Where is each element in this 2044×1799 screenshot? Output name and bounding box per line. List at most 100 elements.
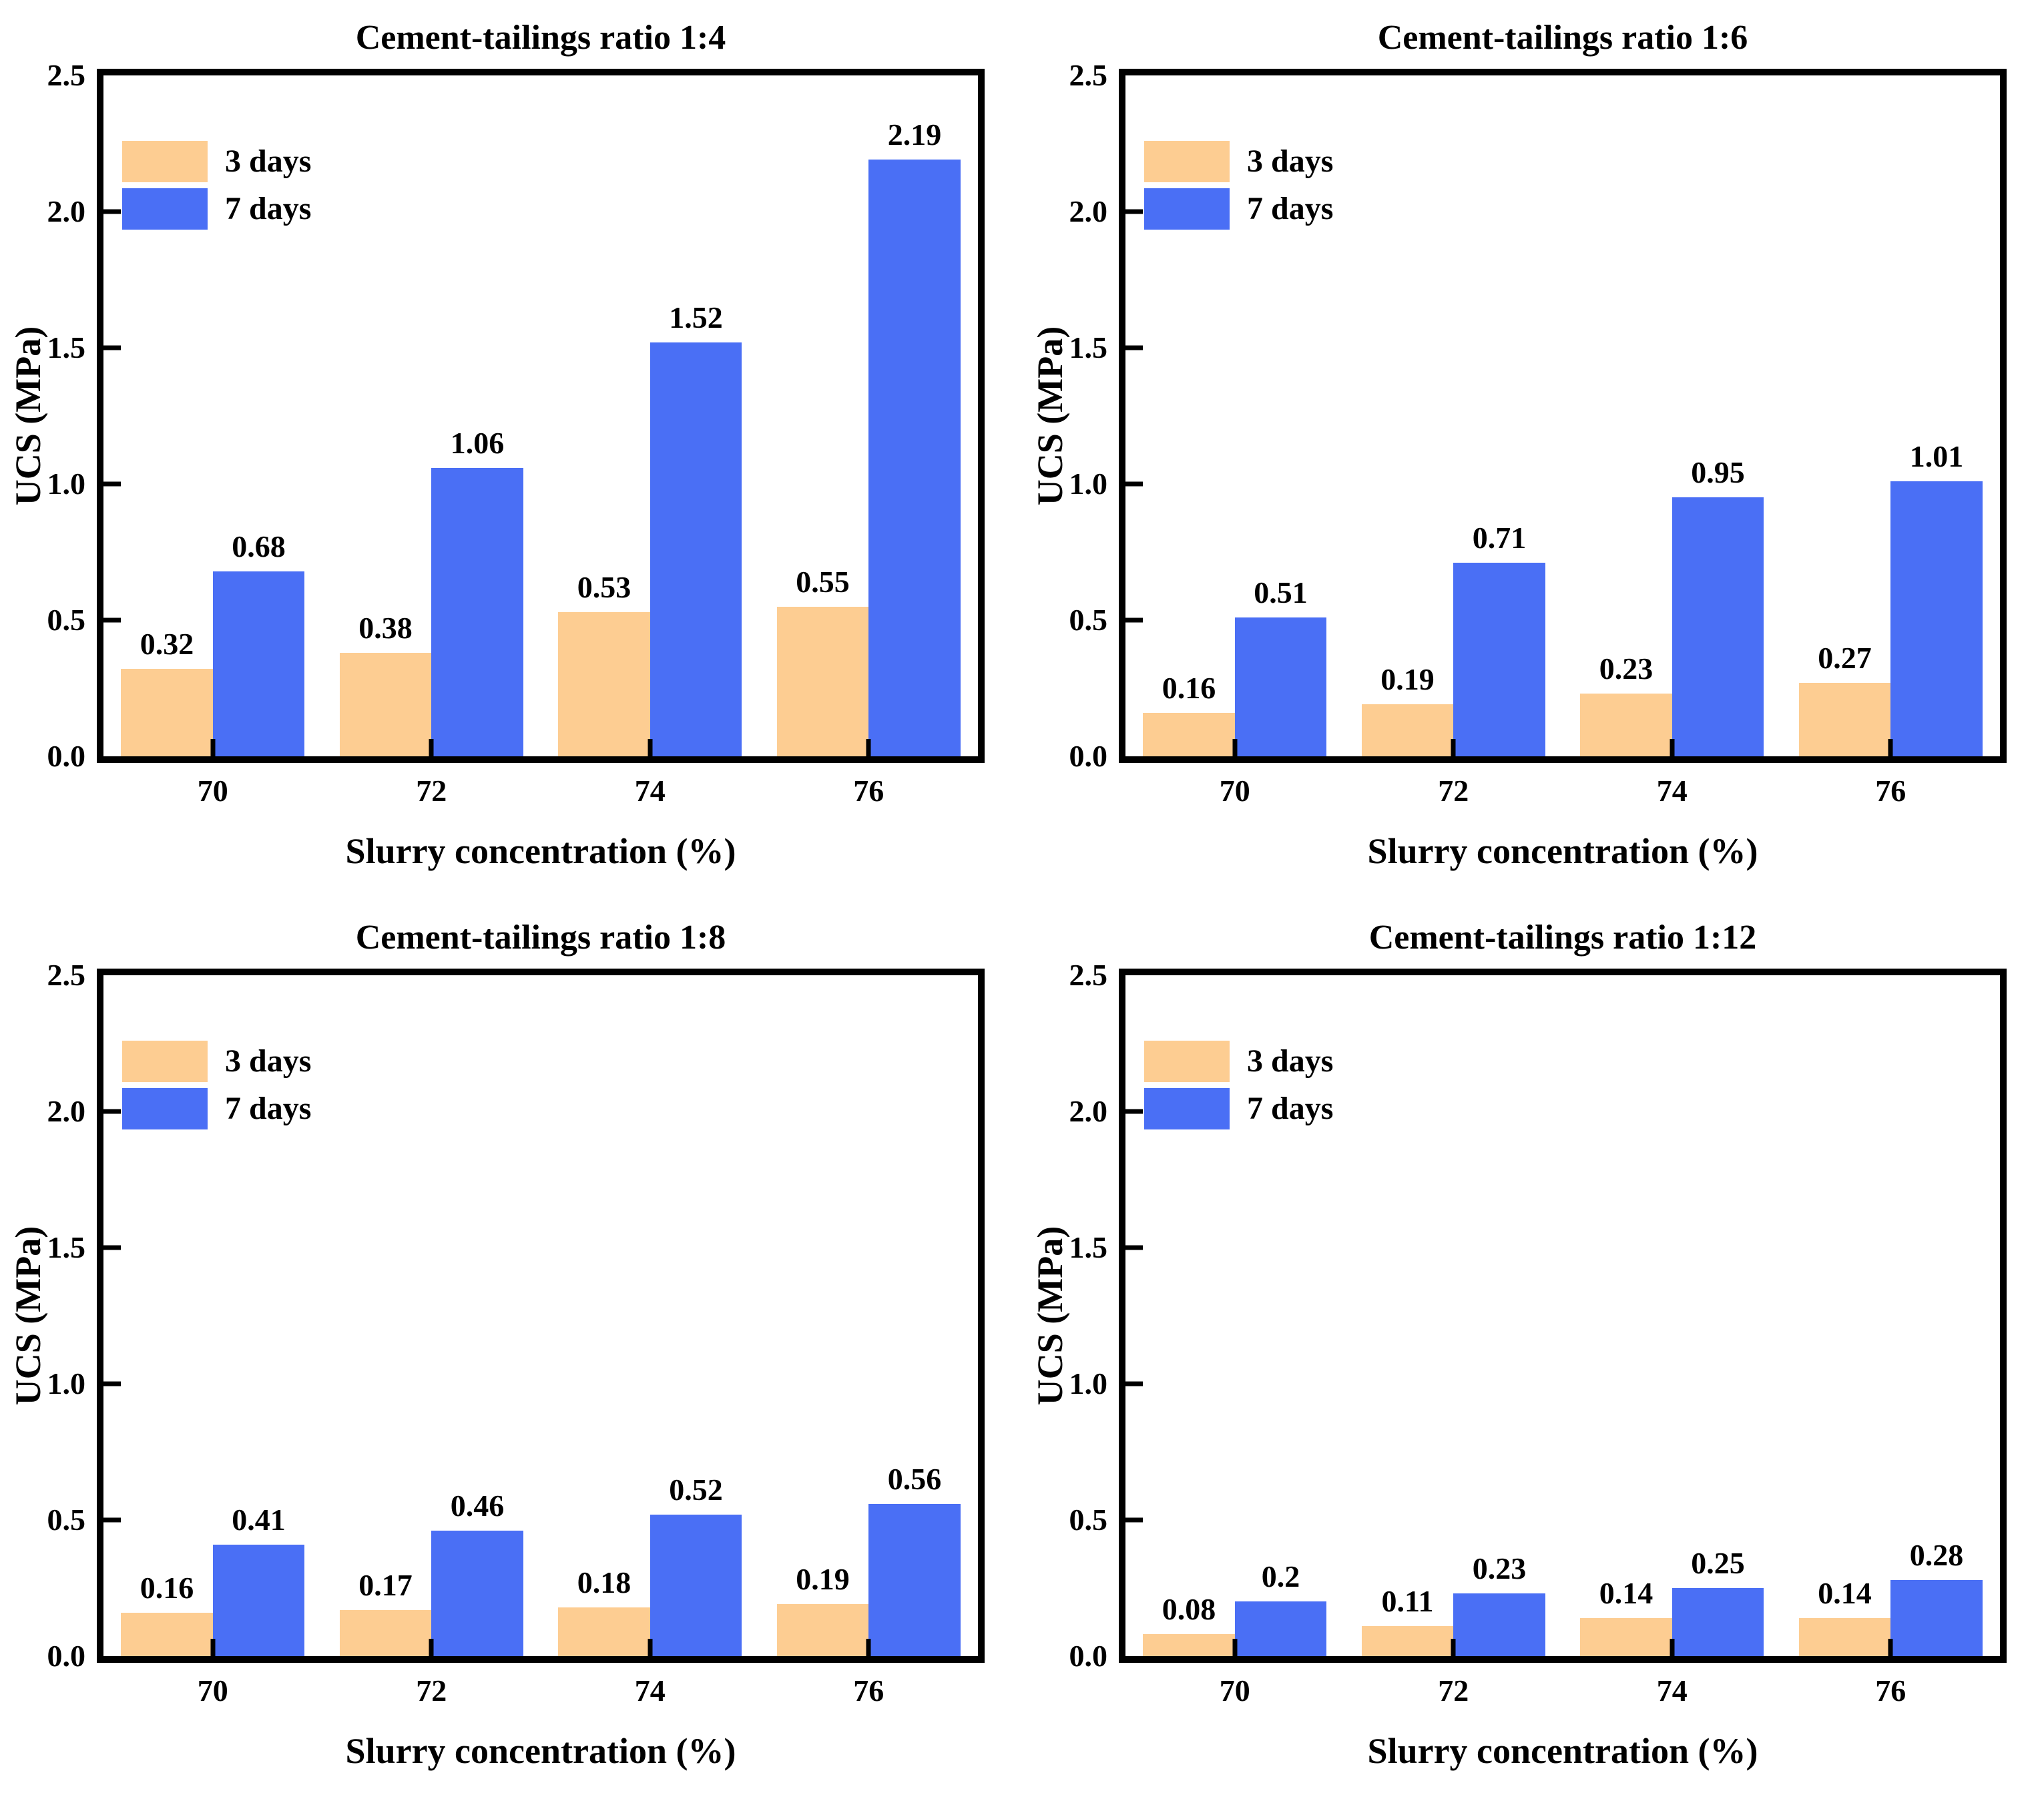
bar-value-label: 0.51: [1254, 575, 1308, 609]
y-axis-tick: [103, 209, 121, 214]
bar-3-days-72: [1361, 1626, 1454, 1656]
bar-3-days-74: [1580, 694, 1672, 756]
plot-area: 3 days 7 days 0.16 0.41 0.17 0.46 0.18 0.52 0.…: [97, 969, 985, 1663]
y-tick-label: 1.5: [1069, 330, 1108, 364]
x-tick-label: 72: [416, 774, 447, 808]
x-tick-label: 72: [416, 1674, 447, 1708]
bar-7-days-74: [1672, 497, 1764, 756]
chart-title: Cement-tailings ratio 1:8: [355, 919, 726, 957]
bar-value-label: 1.06: [450, 425, 505, 460]
y-axis-tick: [1125, 209, 1143, 214]
bar-7-days-72: [431, 1531, 523, 1656]
plot-area: 3 days 7 days 0.32 0.68 0.38 1.06 0.53 1.52 0.…: [97, 69, 985, 763]
bar-value-label: 0.19: [796, 1562, 850, 1597]
x-tick-label: 74: [1656, 774, 1688, 808]
y-tick-label: 1.0: [1069, 467, 1108, 501]
bar-7-days-70: [212, 1544, 305, 1656]
y-tick-label: 2.5: [1069, 58, 1108, 92]
bar-3-days-70: [1143, 1634, 1235, 1656]
bar-7-days-76: [1890, 1579, 1983, 1656]
bar-value-label: 0.41: [232, 1502, 286, 1537]
x-axis-tick: [210, 1639, 216, 1656]
legend-label-3-days: 3 days: [225, 144, 312, 179]
bar-3-days-76: [1798, 682, 1891, 756]
bar-value-label: 0.32: [140, 627, 194, 662]
bar-3-days-74: [558, 1607, 650, 1656]
x-axis-tick: [1232, 1639, 1238, 1656]
y-axis-tick: [103, 1109, 121, 1114]
x-axis-label: Slurry concentration (%): [1367, 1731, 1758, 1771]
bar-7-days-70: [1234, 1601, 1327, 1656]
bar-7-days-70: [212, 571, 305, 756]
chart-cement-tailings-1-12: Cement-tailings ratio 1:12 UCS (MPa) 3 d…: [1022, 900, 2044, 1799]
bar-value-label: 2.19: [887, 117, 942, 152]
y-tick-label: 0.5: [1069, 603, 1108, 637]
bar-value-label: 0.52: [669, 1472, 723, 1507]
bar-7-days-74: [650, 1514, 742, 1656]
x-axis-tick: [429, 1639, 434, 1656]
chart-cement-tailings-1-8: Cement-tailings ratio 1:8 UCS (MPa) 3 da…: [0, 900, 1022, 1799]
chart-cement-tailings-1-6: Cement-tailings ratio 1:6 UCS (MPa) 3 da…: [1022, 0, 2044, 899]
legend-item-7-days: 7 days: [1144, 188, 1333, 230]
legend: 3 days 7 days: [1144, 1041, 1333, 1135]
bar-value-label: 0.23: [1472, 1551, 1527, 1586]
bar-3-days-76: [776, 606, 869, 756]
bar-3-days-72: [339, 652, 432, 756]
legend-swatch-3-days: [122, 141, 208, 182]
legend-label-7-days: 7 days: [1247, 191, 1334, 226]
bar-value-label: 0.16: [1162, 670, 1216, 705]
x-axis-tick: [1232, 739, 1238, 756]
x-tick-label: 76: [1875, 774, 1906, 808]
x-tick-label: 76: [853, 774, 884, 808]
y-axis-tick: [103, 345, 121, 350]
x-tick-label: 76: [1875, 1674, 1906, 1708]
y-axis-tick: [1125, 345, 1143, 350]
bar-7-days-76: [1890, 481, 1983, 756]
bar-3-days-72: [1361, 704, 1454, 756]
legend-label-7-days: 7 days: [1247, 1091, 1334, 1126]
x-axis-tick: [1670, 1639, 1675, 1656]
y-tick-label: 1.5: [47, 1230, 86, 1264]
x-axis-tick: [429, 739, 434, 756]
x-tick-label: 70: [1219, 774, 1250, 808]
plot-area: 3 days 7 days 0.08 0.2 0.11 0.23 0.14 0.25 0.1…: [1119, 969, 2007, 1663]
y-tick-label: 2.0: [1069, 194, 1108, 228]
bar-value-label: 0.18: [577, 1565, 631, 1599]
plot-area: 3 days 7 days 0.16 0.51 0.19 0.71 0.23 0.95 0.…: [1119, 69, 2007, 763]
y-axis-tick: [103, 1381, 121, 1386]
legend: 3 days 7 days: [1144, 141, 1333, 236]
y-tick-label: 1.0: [47, 1366, 86, 1400]
x-tick-label: 72: [1438, 774, 1469, 808]
bar-value-label: 0.11: [1381, 1584, 1434, 1619]
bar-value-label: 0.56: [887, 1461, 942, 1496]
y-tick-label: 2.0: [47, 194, 86, 228]
y-axis-tick: [1125, 1517, 1143, 1523]
legend-label-3-days: 3 days: [1247, 144, 1334, 179]
bar-7-days-72: [1453, 1593, 1545, 1656]
chart-title: Cement-tailings ratio 1:12: [1368, 919, 1757, 957]
y-axis-tick: [1125, 1109, 1143, 1114]
bar-value-label: 1.52: [669, 300, 723, 334]
y-tick-label: 0.5: [1069, 1503, 1108, 1537]
bar-7-days-76: [868, 1503, 961, 1656]
legend-swatch-3-days: [1144, 1041, 1230, 1082]
x-tick-label: 70: [197, 1674, 228, 1708]
legend-label-3-days: 3 days: [225, 1043, 312, 1079]
bar-value-label: 0.28: [1909, 1537, 1964, 1572]
bar-3-days-70: [121, 669, 213, 756]
chart-cement-tailings-1-4: Cement-tailings ratio 1:4 UCS (MPa) 3 da…: [0, 0, 1022, 899]
y-axis-tick: [103, 1517, 121, 1523]
y-tick-label: 2.0: [47, 1094, 86, 1128]
x-tick-label: 74: [634, 774, 666, 808]
legend-item-3-days: 3 days: [122, 1041, 311, 1082]
bar-3-days-76: [1798, 1617, 1891, 1656]
x-axis-tick: [648, 1639, 653, 1656]
legend-item-3-days: 3 days: [1144, 1041, 1333, 1082]
bar-value-label: 0.53: [577, 569, 631, 604]
y-axis-tick: [1125, 617, 1143, 623]
bar-value-label: 0.38: [358, 610, 413, 645]
chart-title: Cement-tailings ratio 1:4: [355, 19, 726, 57]
y-tick-label: 2.5: [47, 58, 86, 92]
y-axis-tick: [1125, 1245, 1143, 1250]
y-tick-label: 1.5: [1069, 1230, 1108, 1264]
